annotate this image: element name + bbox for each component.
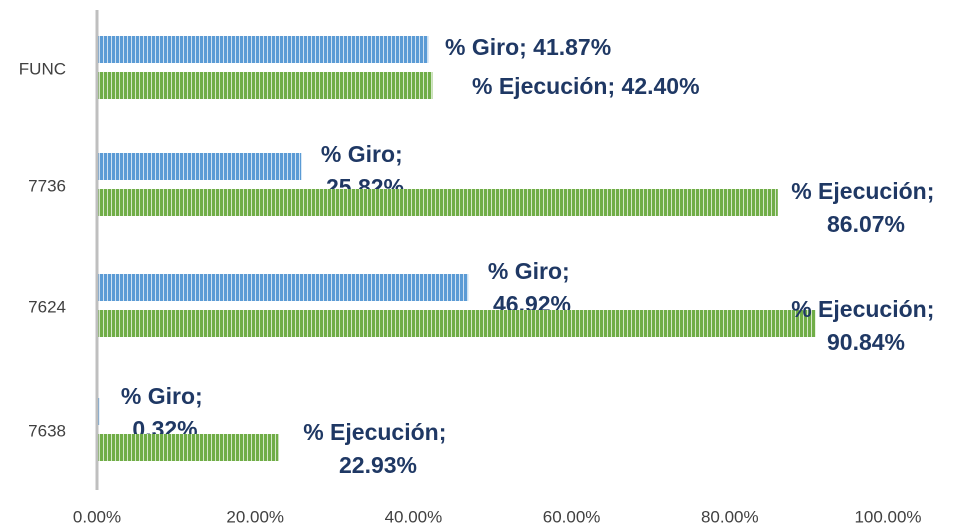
data-label: % Giro; 46.92% [488, 258, 576, 317]
data-label: % Giro; 41.87% [445, 34, 611, 60]
x-tick-label: 40.00% [385, 507, 443, 526]
data-label-line: % Giro; [488, 258, 576, 284]
bar [97, 434, 279, 461]
bar [97, 36, 429, 63]
x-tick-label: 100.00% [854, 507, 921, 526]
bar [97, 310, 816, 337]
data-label-line: 22.93% [339, 452, 417, 478]
x-tick-label: 80.00% [701, 507, 759, 526]
data-label-line: % Giro; [321, 141, 409, 167]
data-label: % Ejecución; 22.93% [303, 419, 453, 478]
data-label: % Ejecución; 90.84% [791, 296, 941, 355]
data-label-line: 90.84% [827, 329, 905, 355]
x-tick-label: 20.00% [226, 507, 284, 526]
y-tick-label: 7736 [28, 176, 66, 195]
y-tick-label: FUNC [19, 59, 66, 78]
data-label-line: % Ejecución; [791, 296, 941, 322]
bar [97, 153, 302, 180]
bar [97, 189, 778, 216]
y-tick-label: 7638 [28, 421, 66, 440]
bar [97, 274, 469, 301]
data-label: % Giro; 0.32% [121, 383, 209, 442]
data-label-line: % Ejecución; [303, 419, 453, 445]
data-label-line: 86.07% [827, 211, 905, 237]
bar [97, 72, 433, 99]
data-label-line: % Ejecución; [791, 178, 941, 204]
data-label: % Ejecución; 42.40% [472, 73, 700, 99]
data-label: % Ejecución; 86.07% [791, 178, 941, 237]
x-tick-label: 60.00% [543, 507, 601, 526]
data-label-line: % Giro; [121, 383, 209, 409]
x-tick-label: 0.00% [73, 507, 121, 526]
data-label: % Giro; 25.82% [321, 141, 409, 200]
y-tick-label: 7624 [28, 297, 66, 316]
